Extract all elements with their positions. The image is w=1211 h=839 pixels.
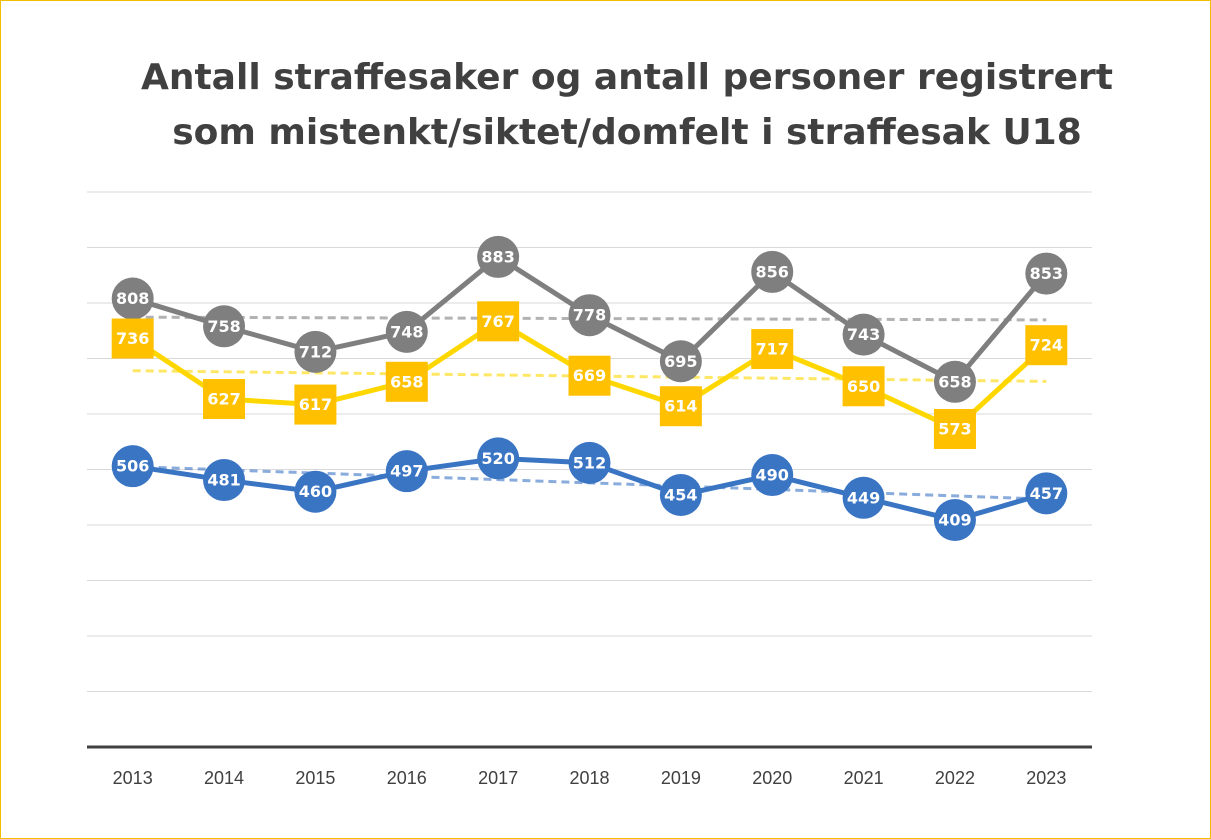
value-label: 883 <box>481 247 514 266</box>
marker <box>568 441 611 484</box>
marker <box>294 330 337 373</box>
chart-title: som mistenkt/siktet/domfelt i straffesak… <box>172 112 1082 153</box>
marker <box>203 459 246 502</box>
marker <box>1025 472 1068 515</box>
value-label: 669 <box>573 366 606 385</box>
value-label: 856 <box>756 262 789 281</box>
value-label: 712 <box>299 342 332 361</box>
value-label: 853 <box>1030 264 1063 283</box>
marker <box>111 445 154 488</box>
value-label: 512 <box>573 453 606 472</box>
marker <box>1025 325 1068 366</box>
value-label: 520 <box>481 449 514 468</box>
marker <box>659 386 702 427</box>
marker <box>477 235 520 278</box>
marker <box>933 499 976 542</box>
marker <box>477 437 520 480</box>
marker <box>659 474 702 517</box>
x-tick-label: 2017 <box>478 768 518 788</box>
marker <box>294 384 337 425</box>
marker <box>842 313 885 356</box>
marker <box>568 294 611 337</box>
marker <box>659 340 702 383</box>
value-label: 695 <box>664 352 697 371</box>
x-tick-label: 2022 <box>935 768 975 788</box>
marker <box>203 379 246 420</box>
x-tick-label: 2020 <box>752 768 792 788</box>
x-tick-label: 2023 <box>1026 768 1066 788</box>
value-label: 808 <box>116 289 149 308</box>
value-label: 743 <box>847 325 880 344</box>
x-tick-label: 2013 <box>113 768 153 788</box>
value-label: 497 <box>390 462 423 481</box>
value-label: 717 <box>756 340 789 359</box>
value-label: 481 <box>207 471 240 490</box>
marker <box>111 318 154 359</box>
value-label: 506 <box>116 457 149 476</box>
chart-title: Antall straffesaker og antall personer r… <box>141 57 1113 98</box>
marker <box>385 361 428 402</box>
value-label: 650 <box>847 377 880 396</box>
value-label: 454 <box>664 486 697 505</box>
value-label: 658 <box>390 372 423 391</box>
x-tick-label: 2016 <box>387 768 427 788</box>
value-label: 758 <box>207 317 240 336</box>
x-tick-label: 2021 <box>844 768 884 788</box>
marker <box>111 277 154 320</box>
value-label: 617 <box>299 395 332 414</box>
value-label: 449 <box>847 488 880 507</box>
x-tick-label: 2014 <box>204 768 244 788</box>
value-label: 778 <box>573 306 606 325</box>
marker <box>1025 252 1068 295</box>
x-tick-label: 2015 <box>295 768 335 788</box>
value-label: 614 <box>664 397 697 416</box>
marker <box>568 355 611 396</box>
x-tick-label: 2019 <box>661 768 701 788</box>
value-label: 457 <box>1030 484 1063 503</box>
value-label: 627 <box>207 390 240 409</box>
value-label: 736 <box>116 329 149 348</box>
marker <box>842 366 885 407</box>
value-label: 573 <box>938 419 971 438</box>
marker <box>933 408 976 449</box>
value-label: 409 <box>938 511 971 530</box>
marker <box>385 310 428 353</box>
marker <box>933 360 976 403</box>
value-label: 767 <box>481 312 514 331</box>
value-label: 748 <box>390 322 423 341</box>
value-label: 490 <box>756 466 789 485</box>
marker <box>477 301 520 342</box>
marker <box>751 454 794 497</box>
marker <box>751 250 794 293</box>
marker <box>385 450 428 493</box>
marker <box>842 476 885 519</box>
value-label: 460 <box>299 482 332 501</box>
marker <box>294 470 337 513</box>
marker <box>203 305 246 348</box>
value-label: 658 <box>938 372 971 391</box>
value-label: 724 <box>1030 336 1063 355</box>
marker <box>751 329 794 370</box>
x-tick-label: 2018 <box>569 768 609 788</box>
